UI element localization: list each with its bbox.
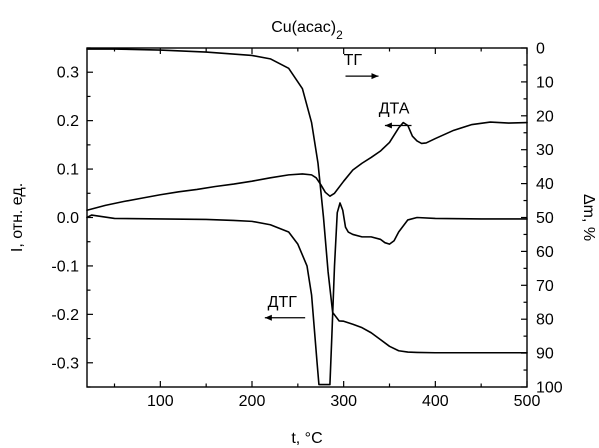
y-right-tick-label: 60 [536,244,554,261]
y-left-tick-label: 0.1 [57,162,79,179]
dtg-arrow [264,314,306,321]
y-right-tick-label: 0 [536,41,545,58]
y-right-tick-label: 90 [536,346,554,363]
tg-arrow [345,73,379,80]
x-axis-label: t, °C [291,430,322,447]
series-labels-group: ТГ ДТА ДТГ [264,52,412,321]
y-right-axis-label: Δm, % [580,194,597,241]
y-left-tick-label: 0.2 [57,113,79,130]
arrow-head [384,122,392,129]
x-tick-label: 400 [422,393,449,410]
y-right-tick-label: 50 [536,210,554,227]
y-right-tick-label: 70 [536,278,554,295]
y-right-tick-label: 30 [536,142,554,159]
y-right-tick-label: 40 [536,176,554,193]
x-tick-label: 200 [239,393,266,410]
y-left-tick-label: 0.0 [57,210,79,227]
curves-group [86,48,528,386]
y-left-tick-label: -0.2 [51,307,79,324]
axes-group: 100 200 300 400 500 0.3 0.2 0.1 0.0 -0.1 -0.2 -0.3 0… [51,41,562,411]
arrow-head [371,73,379,80]
y-left-tick-label: -0.3 [51,355,79,372]
dta-series-label: ДТА [379,100,410,117]
dtg-series-label: ДТГ [268,294,298,311]
chart-title: Cu(acac)2 [271,19,343,42]
dta-arrow [384,122,412,129]
x-tick-label: 100 [147,393,174,410]
y-left-tick-label: -0.1 [51,258,79,275]
x-tick-label: 500 [514,393,541,410]
dtg-curve [86,202,528,386]
tg-series-label: ТГ [344,52,363,69]
plot-frame [86,47,528,388]
y-left-tick-label: 0.3 [57,65,79,82]
arrow-head [264,314,272,321]
y-right-tick-label: 80 [536,312,554,329]
y-right-tick-label: 20 [536,108,554,125]
y-left-axis-label: I, отн. ед. [9,183,26,252]
y-right-tick-label: 100 [536,380,563,397]
tg-curve [86,48,528,354]
x-tick-label: 300 [330,393,357,410]
dta-curve [86,121,528,212]
y-right-tick-label: 10 [536,74,554,91]
